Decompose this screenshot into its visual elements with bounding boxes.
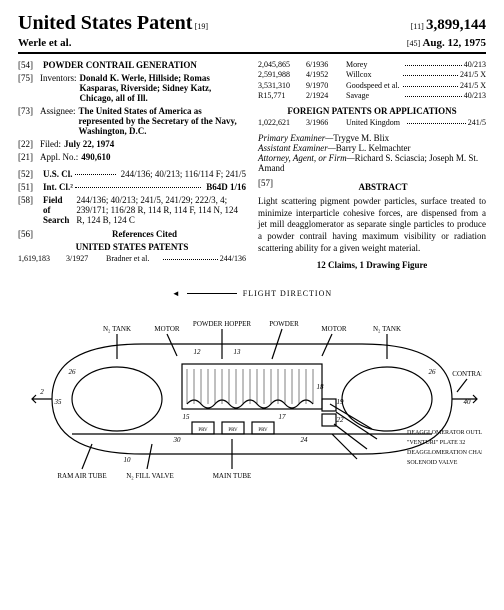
primary-examiner: Primary Examiner—Trygve M. Blix: [258, 133, 486, 143]
svg-text:15: 15: [183, 413, 191, 421]
field-num: [57]: [258, 178, 280, 196]
issue-date: Aug. 12, 1975: [422, 37, 486, 49]
fig-label: PRV: [258, 428, 268, 433]
fig-label: POWDER: [269, 320, 299, 328]
arrow-left-icon: ◄: [172, 289, 181, 298]
reference-row: 2,591,9884/1952Willcox241/5 X: [258, 70, 486, 80]
fig-label: RAM AIR TUBE: [57, 472, 106, 480]
field-num: [75]: [18, 73, 40, 103]
svg-text:40: 40: [464, 398, 472, 406]
ref-11: [11]: [411, 22, 424, 31]
attorney: Attorney, Agent, or Firm—Richard S. Scia…: [258, 153, 486, 173]
field-label: Field of Search: [43, 195, 69, 225]
svg-text:26: 26: [69, 368, 77, 376]
fig-label: MOTOR: [321, 325, 346, 333]
fig-label: DEAGGLOMERATION CHAMBER 14: [407, 450, 482, 456]
flight-direction-label: FLIGHT DIRECTION: [243, 289, 332, 298]
appl-no: 490,610: [81, 152, 110, 162]
field-label: Appl. No.:: [40, 152, 78, 162]
svg-text:30: 30: [173, 436, 182, 444]
fig-label: SOLENOID VALVE: [407, 460, 458, 466]
field-num: [54]: [18, 60, 40, 70]
patent-header-title: United States Patent: [18, 12, 192, 34]
fig-label: MOTOR: [154, 325, 179, 333]
ref-45: [45]: [407, 39, 420, 48]
foreign-patents-title: FOREIGN PATENTS OR APPLICATIONS: [258, 106, 486, 116]
svg-text:19: 19: [337, 398, 345, 406]
fig-label: POWDER HOPPER: [193, 320, 251, 328]
fig-label: MAIN TUBE: [213, 472, 252, 480]
ref-19: [19]: [195, 22, 208, 31]
fig-label: CONTRAIL: [452, 370, 482, 378]
field-num: [58]: [18, 195, 40, 225]
left-column: [54]POWDER CONTRAIL GENERATION [75]Inven…: [18, 60, 246, 270]
filed-date: July 22, 1974: [64, 139, 114, 149]
field-num: [73]: [18, 106, 40, 136]
search-field: 244/136; 40/213; 241/5, 241/29; 222/3, 4…: [76, 195, 246, 225]
abstract-text: Light scattering pigment powder particle…: [258, 196, 486, 254]
svg-text:35: 35: [54, 398, 63, 406]
int-class: B64D 1/16: [206, 182, 246, 192]
field-num: [22]: [18, 139, 40, 149]
svg-text:22: 22: [337, 416, 345, 424]
field-num: [51]: [18, 182, 40, 192]
svg-text:26: 26: [429, 368, 437, 376]
field-label: Inventors:: [40, 73, 77, 103]
reference-row: 1,022,6213/1966United Kingdom241/5: [258, 118, 486, 128]
reference-row: 1,619,1833/1927Bradner et al.244/136: [18, 254, 246, 264]
fig-label: "VENTURI" PLATE 32: [407, 440, 465, 446]
field-label: Filed:: [40, 139, 61, 149]
svg-text:10: 10: [124, 456, 132, 464]
svg-text:24: 24: [301, 436, 309, 444]
us-patents-title: UNITED STATES PATENTS: [18, 242, 246, 252]
field-label: Assignee:: [40, 106, 76, 136]
fig-label: PRV: [228, 428, 238, 433]
right-column: 2,045,8656/1936Morey40/2132,591,9884/195…: [258, 60, 486, 270]
figure-svg: N₂ TANK MOTOR POWDER HOPPER POWDER MOTOR…: [22, 304, 482, 494]
fig-label: PRV: [198, 428, 208, 433]
field-label: Int. Cl.²: [43, 182, 73, 192]
assistant-examiner: Assistant Examiner—Barry L. Kelmachter: [258, 143, 486, 153]
us-class: 244/136; 40/213; 116/114 F; 241/5: [121, 169, 246, 179]
field-num: [56]: [18, 229, 40, 239]
claims-count: 12 Claims, 1 Drawing Figure: [258, 260, 486, 270]
field-label: U.S. Cl.: [43, 169, 73, 179]
header-rule: [18, 52, 486, 54]
svg-text:12: 12: [194, 348, 202, 356]
svg-text:17: 17: [279, 413, 287, 421]
leader-dots: [75, 182, 201, 188]
svg-text:13: 13: [234, 348, 242, 356]
reference-row: 2,045,8656/1936Morey40/213: [258, 60, 486, 70]
abstract-heading: ABSTRACT: [280, 182, 486, 192]
inventors: Donald K. Werle, Hillside; Romas Kaspara…: [80, 73, 247, 103]
leader-dots: [75, 169, 116, 175]
field-num: [52]: [18, 169, 40, 179]
invention-title: POWDER CONTRAIL GENERATION: [43, 60, 197, 70]
field-num: [21]: [18, 152, 40, 162]
reference-row: R15,7712/1924Savage40/213: [258, 91, 486, 101]
patent-number: 3,899,144: [426, 17, 486, 33]
assignee: The United States of America as represen…: [79, 106, 247, 136]
patent-figure: ◄ FLIGHT DIRECTION: [18, 288, 486, 496]
svg-text:2: 2: [40, 388, 44, 396]
fig-label: DEAGGLOMERATOR OUTLET 36: [407, 430, 482, 436]
fig-label: N₂ TANK: [103, 325, 131, 333]
fig-label: N₂ TANK: [373, 325, 401, 333]
reference-row: 3,531,3109/1970Goodspeed et al.241/5 X: [258, 81, 486, 91]
svg-text:18: 18: [317, 383, 325, 391]
references-cited: References Cited: [43, 229, 246, 239]
fig-label: N₂ FILL VALVE: [126, 472, 174, 480]
inventor-line: Werle et al.: [18, 37, 71, 49]
